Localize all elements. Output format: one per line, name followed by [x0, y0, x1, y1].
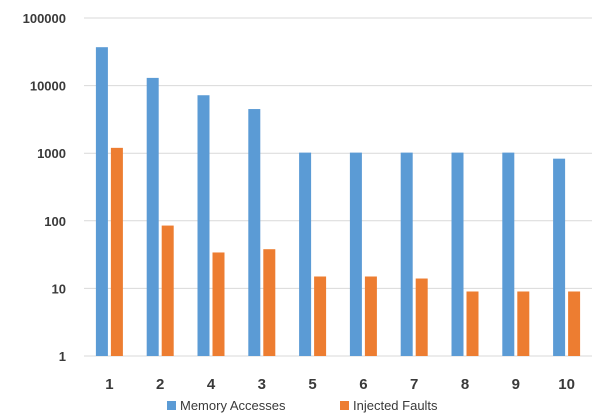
x-tick-label: 2: [156, 376, 164, 393]
y-tick-label: 10: [52, 281, 66, 296]
x-tick-label: 8: [461, 376, 469, 393]
bar-injected-faults-8: [466, 291, 479, 356]
y-tick-label: 100000: [23, 11, 66, 26]
bar-memory-accesses-5: [299, 152, 312, 356]
bar-injected-faults-3: [263, 249, 276, 356]
bars: [95, 47, 581, 356]
legend-swatch-injected-faults: [340, 401, 349, 410]
x-tick-label: 1: [105, 376, 113, 393]
bar-memory-accesses-4: [197, 95, 210, 356]
gridlines: [84, 17, 592, 357]
x-tick-label: 9: [512, 376, 520, 393]
y-tick-label: 10000: [30, 79, 66, 94]
x-tick-label: 4: [207, 376, 216, 393]
bar-injected-faults-6: [364, 276, 377, 356]
legend-label-memory-accesses: Memory Accesses: [180, 398, 286, 413]
x-tick-label: 5: [308, 376, 316, 393]
y-tick-label: 1: [59, 349, 66, 364]
legend: Memory Accesses Injected Faults: [167, 398, 438, 413]
legend-swatch-memory-accesses: [167, 401, 176, 410]
bar-memory-accesses-10: [553, 158, 566, 356]
bar-memory-accesses-3: [248, 109, 261, 356]
y-axis-ticks: 1 10 100 1000 10000 100000: [23, 11, 66, 364]
x-axis-ticks: 1 2 4 3 5 6 7 8 9 10: [105, 376, 575, 393]
bar-memory-accesses-8: [451, 152, 464, 356]
legend-label-injected-faults: Injected Faults: [353, 398, 438, 413]
y-tick-label: 1000: [37, 146, 66, 161]
y-tick-label: 100: [44, 214, 66, 229]
bar-injected-faults-4: [212, 252, 225, 356]
bar-memory-accesses-7: [400, 152, 413, 356]
bar-injected-faults-7: [415, 278, 428, 356]
bar-injected-faults-10: [568, 291, 581, 356]
bar-injected-faults-9: [517, 291, 530, 356]
bar-injected-faults-5: [314, 276, 327, 356]
bar-memory-accesses-6: [349, 152, 362, 356]
bar-memory-accesses-2: [146, 77, 159, 356]
x-tick-label: 3: [258, 376, 266, 393]
bar-injected-faults-2: [161, 225, 174, 356]
bar-memory-accesses-1: [95, 47, 108, 356]
x-tick-label: 10: [558, 376, 575, 393]
x-tick-label: 7: [410, 376, 418, 393]
bar-memory-accesses-9: [502, 152, 515, 356]
x-tick-label: 6: [359, 376, 367, 393]
bar-injected-faults-1: [110, 147, 123, 356]
